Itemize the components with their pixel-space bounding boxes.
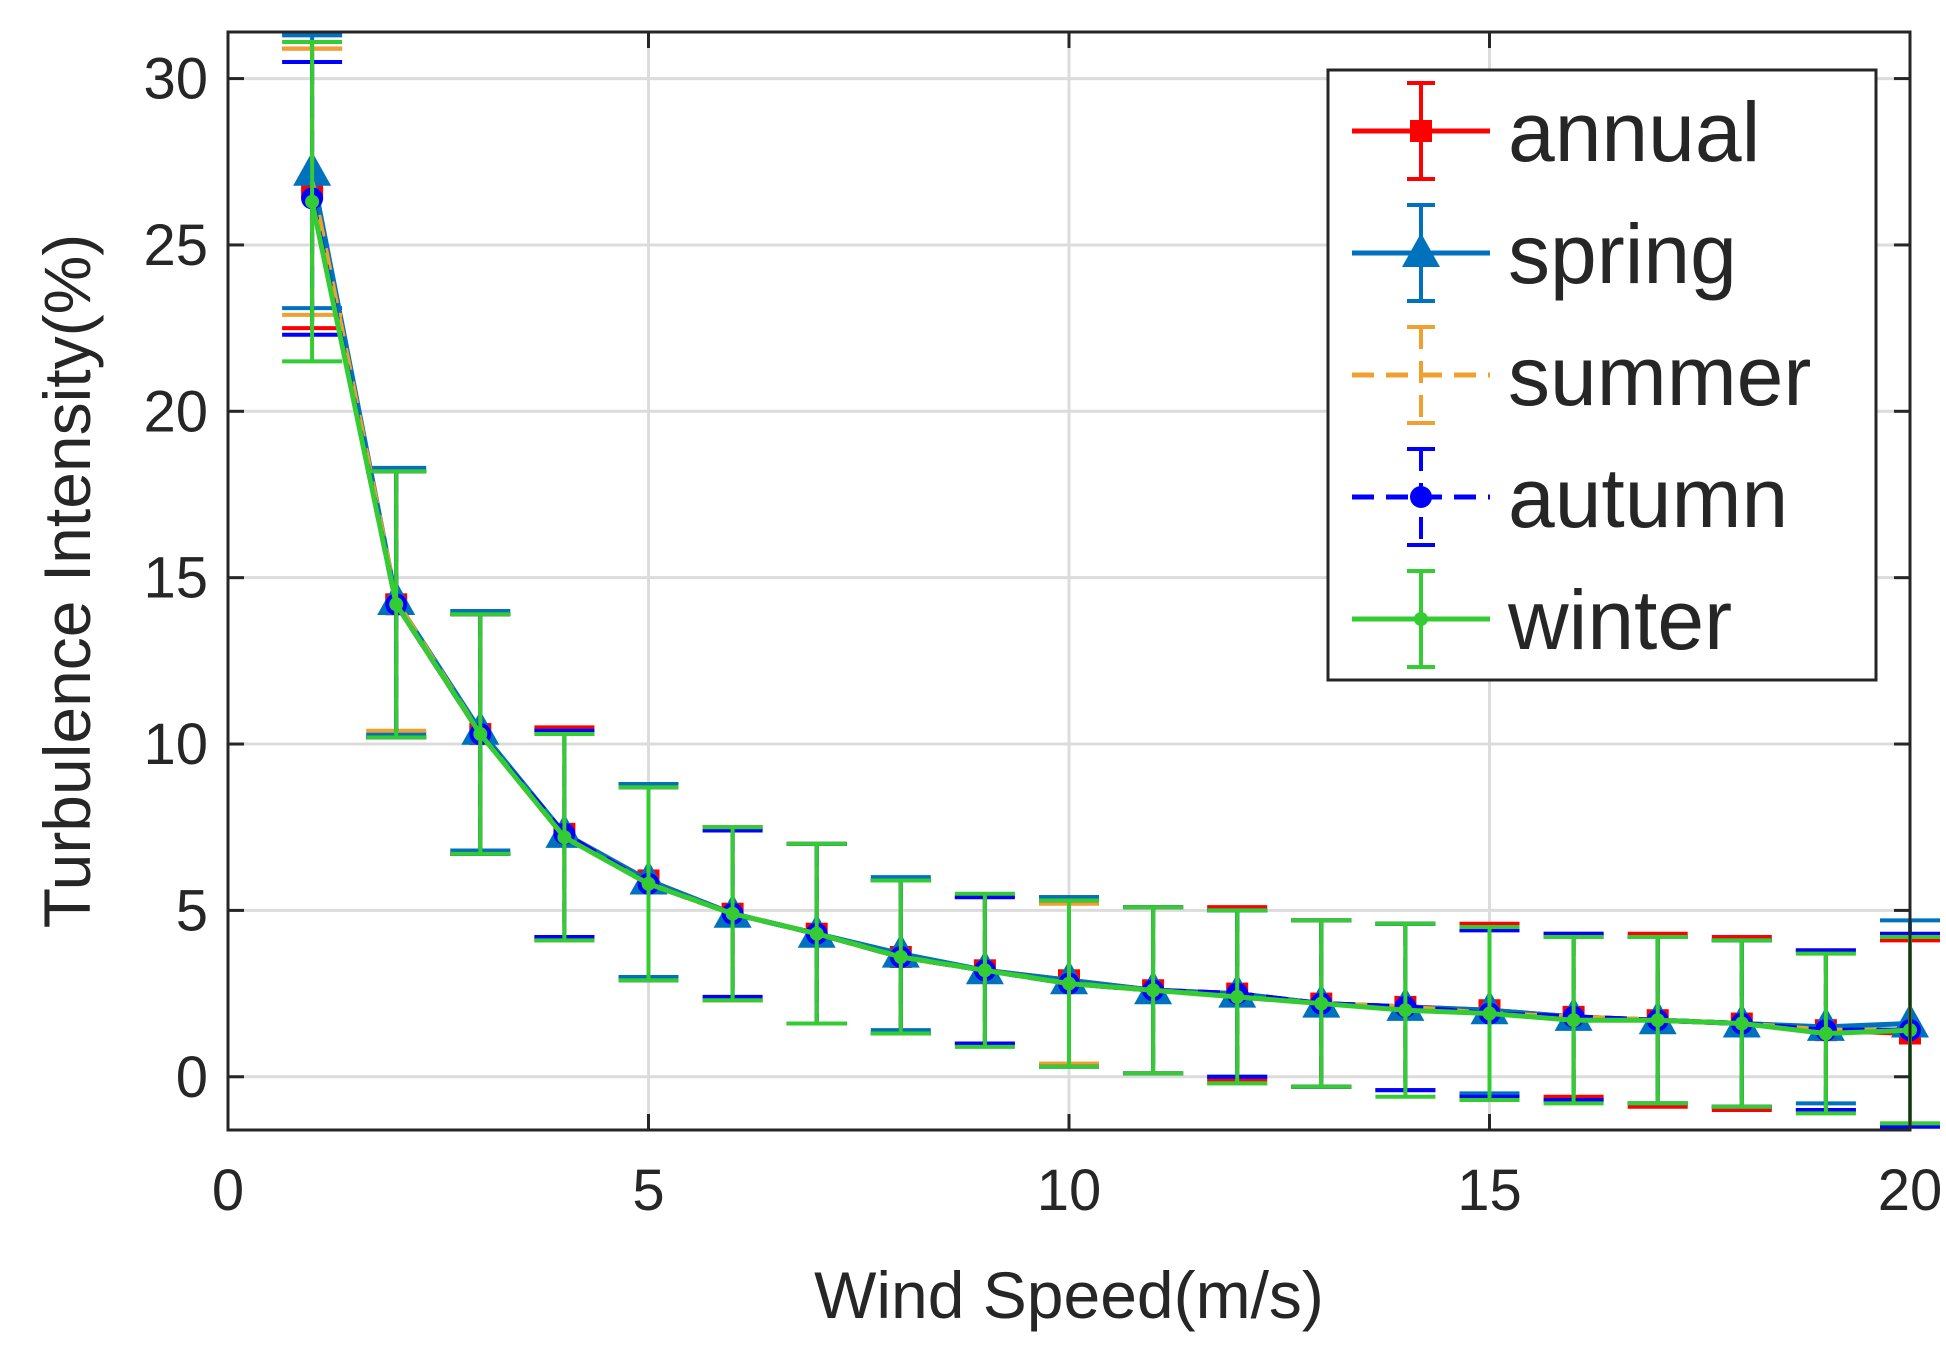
legend-entry-spring: spring (1352, 203, 1737, 303)
legend-label-spring: spring (1508, 207, 1737, 301)
data-point-winter (1146, 983, 1161, 998)
data-point-winter (305, 194, 320, 209)
x-axis-label: Wind Speed(m/s) (814, 1258, 1324, 1332)
x-tick-label: 15 (1457, 1158, 1522, 1223)
y-tick-label: 20 (143, 379, 208, 444)
data-point-winter (1734, 1016, 1749, 1031)
series-line-winter (309, 201, 1911, 1037)
data-point-winter (1062, 976, 1076, 991)
series-winter (282, 39, 1940, 1126)
axis-ticks: 0 5 10 15 20 0 5 10 15 20 25 30 (143, 32, 1942, 1223)
data-point-winter (809, 926, 824, 941)
data-point-winter (1650, 1013, 1665, 1028)
y-tick-label: 0 (176, 1045, 208, 1110)
legend-entry-winter: winter (1352, 569, 1732, 669)
data-point-winter (1314, 996, 1329, 1011)
y-axis-label: Turbulence Intensity(%) (30, 234, 104, 929)
legend-entry-summer: summer (1352, 325, 1811, 425)
series (282, 33, 1940, 1129)
legend-label-summer: summer (1508, 329, 1811, 423)
data-point-winter (557, 830, 572, 845)
legend-entry-annual: annual (1352, 81, 1760, 181)
data-point-winter (1230, 989, 1245, 1004)
data-point-winter (641, 876, 656, 891)
data-point-winter (893, 949, 908, 964)
legend-label-winter: winter (1507, 573, 1732, 667)
x-tick-label: 0 (212, 1158, 244, 1223)
data-point-winter (473, 727, 488, 742)
x-tick-label: 5 (632, 1158, 664, 1223)
y-tick-label: 15 (143, 546, 208, 611)
legend-marker (1414, 612, 1428, 626)
x-tick-label: 20 (1878, 1158, 1943, 1223)
legend-label-autumn: autumn (1508, 451, 1788, 545)
legend-label-annual: annual (1508, 85, 1760, 179)
x-tick-label: 10 (1037, 1158, 1102, 1223)
legend-marker (1410, 120, 1432, 142)
data-point-winter (1398, 1003, 1413, 1018)
data-point-winter (389, 597, 404, 612)
data-point-winter (1482, 1006, 1497, 1021)
y-tick-label: 25 (143, 213, 208, 278)
y-tick-label: 30 (143, 47, 208, 112)
legend: annual spring summer autumn winter (1326, 68, 1878, 682)
legend-entry-autumn: autumn (1352, 447, 1788, 547)
y-tick-label: 5 (176, 878, 208, 943)
data-point-winter (725, 906, 740, 921)
legend-marker (1410, 486, 1432, 508)
data-point-winter (977, 963, 992, 978)
legend-marker (1402, 233, 1440, 267)
y-tick-label: 10 (143, 712, 208, 777)
data-point-winter (1818, 1026, 1833, 1041)
data-point-winter (1566, 1013, 1581, 1028)
